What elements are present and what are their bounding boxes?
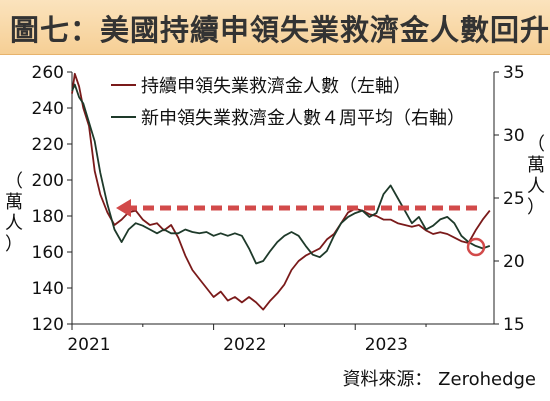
right-tick-label: 30	[503, 126, 525, 146]
left-tick-label: 140	[32, 279, 64, 299]
right-tick-label: 15	[503, 315, 525, 335]
x-tick-label: 2023	[365, 335, 408, 355]
left-axis-title-char-3: ）	[5, 234, 23, 255]
ticks: 120 140 160 180 200 220 240 260 15 20 25 30 35 2021 20…	[32, 63, 525, 355]
x-tick-label: 2022	[223, 335, 266, 355]
right-axis-title: （ 萬 人 ）	[524, 134, 548, 218]
left-tick-label: 180	[32, 207, 64, 227]
left-axis-title: （ 萬 人 ）	[2, 171, 26, 255]
left-tick-label: 220	[32, 135, 64, 155]
x-tick-label: 2021	[67, 335, 110, 355]
legend-label-left-series: 持續申領失業救濟金人數（左軸）	[141, 76, 411, 97]
left-axis-title-char-1: 萬	[5, 192, 23, 213]
title-bar: 圖七：美國持續申領失業救濟金人數回升	[0, 0, 550, 55]
right-axis-title-char-3: ）	[527, 197, 545, 218]
right-tick-label: 20	[503, 252, 525, 272]
left-tick-label: 120	[32, 315, 64, 335]
right-tick-label: 35	[503, 63, 525, 83]
left-tick-label: 240	[32, 99, 64, 119]
legend-label-right-series: 新申領失業救濟金人數４周平均（右軸）	[141, 108, 465, 129]
right-axis-title-char-2: 人	[527, 176, 545, 197]
left-tick-label: 200	[32, 171, 64, 191]
right-tick-label: 25	[503, 189, 525, 209]
line-chart: 120 140 160 180 200 220 240 260 15 20 25 30 35 2021 20…	[32, 63, 525, 355]
chart-title: 圖七：美國持續申領失業救濟金人數回升	[10, 13, 550, 47]
series-line-initial-claims-4wk	[71, 83, 491, 265]
right-axis-title-char-0: （	[527, 134, 545, 155]
left-tick-label: 260	[32, 63, 64, 83]
source-note: 資料來源： Zerohedge	[342, 369, 536, 390]
highlight-arrow	[116, 199, 482, 217]
right-axis-title-char-1: 萬	[527, 155, 545, 176]
highlight-circle	[466, 237, 486, 257]
arrow-head	[116, 199, 131, 217]
left-tick-label: 160	[32, 243, 64, 263]
left-axis-title-char-0: （	[5, 171, 23, 192]
legend: 持續申領失業救濟金人數（左軸） 新申領失業救濟金人數４周平均（右軸）	[111, 76, 465, 129]
left-axis-title-char-2: 人	[5, 213, 23, 234]
